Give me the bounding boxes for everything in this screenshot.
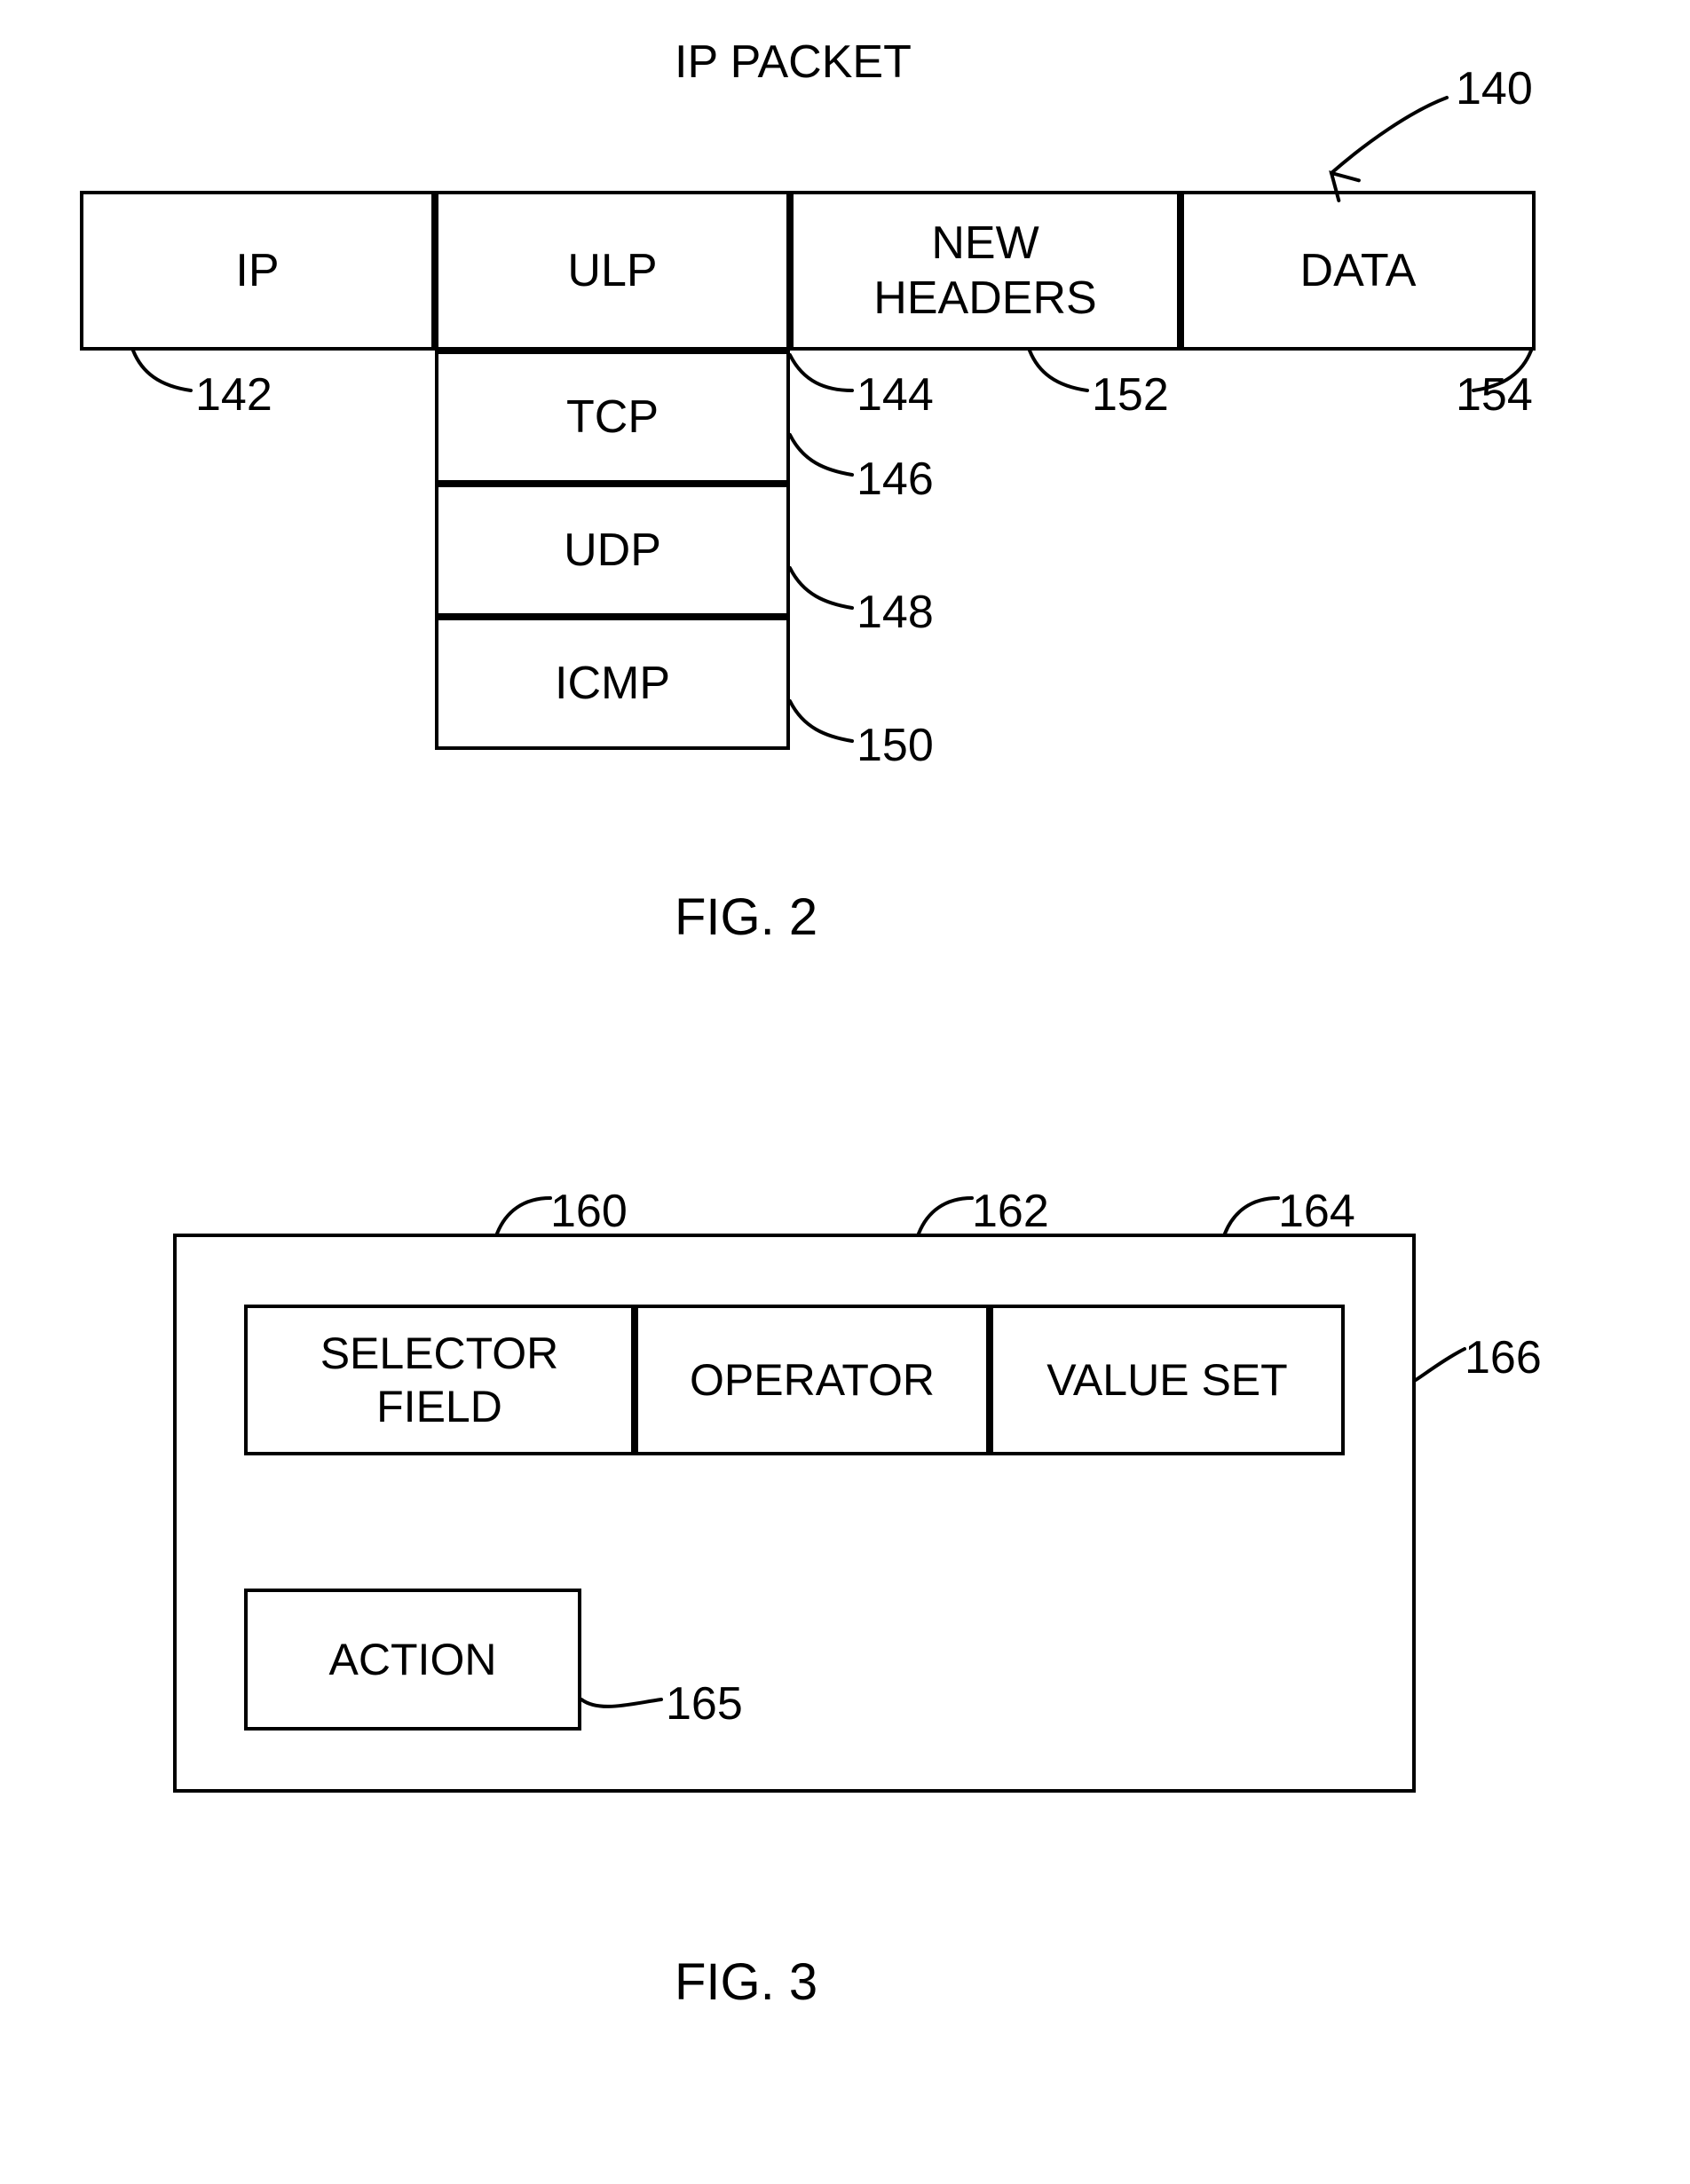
- fig2-callout-label-144: 144: [857, 368, 934, 422]
- fig2-callout-lead-140: [1331, 98, 1447, 173]
- fig2-caption: FIG. 2: [675, 887, 817, 947]
- fig3-callout-label-165: 165: [666, 1677, 743, 1731]
- fig2-callout-label-148: 148: [857, 586, 934, 639]
- fig2-callout-label-152: 152: [1092, 368, 1169, 422]
- fig2-packet-data: DATA: [1181, 191, 1536, 351]
- fig2-callout-lead-144: [790, 355, 852, 390]
- fig3-callout-label-160: 160: [550, 1185, 628, 1238]
- fig2-callout-lead-148: [790, 568, 852, 608]
- fig3-callout-label-164: 164: [1278, 1185, 1355, 1238]
- fig2-callout-label-146: 146: [857, 453, 934, 506]
- fig2-packet-newh: NEW HEADERS: [790, 191, 1181, 351]
- fig2-callout-label-142: 142: [195, 368, 272, 422]
- fig2-packet-ip: IP: [80, 191, 435, 351]
- fig3-callout-lead-162: [919, 1198, 972, 1234]
- fig2-callout-lead-152: [1030, 351, 1087, 390]
- fig2-ulp-tcp: TCP: [435, 351, 790, 484]
- fig2-callout-lead-142: [133, 351, 191, 390]
- fig3-callout-label-162: 162: [972, 1185, 1049, 1238]
- fig2-callout-lead-146: [790, 435, 852, 475]
- fig2-ulp-udp: UDP: [435, 484, 790, 617]
- fig3-rule-valueset: VALUE SET: [990, 1305, 1345, 1455]
- fig2-title: IP PACKET: [675, 35, 912, 89]
- fig2-callout-label-140: 140: [1456, 62, 1533, 115]
- fig3-rule-selector: SELECTOR FIELD: [244, 1305, 635, 1455]
- fig2-callout-label-150: 150: [857, 719, 934, 772]
- fig3-callout-lead-164: [1225, 1198, 1278, 1234]
- fig2-callout-lead-150: [790, 701, 852, 741]
- fig3-callout-lead-160: [497, 1198, 550, 1234]
- fig3-caption: FIG. 3: [675, 1952, 817, 2012]
- fig3-action-box: ACTION: [244, 1589, 581, 1731]
- fig2-ulp-icmp: ICMP: [435, 617, 790, 750]
- fig3-callout-lead-166: [1416, 1349, 1465, 1380]
- fig3-callout-label-166: 166: [1465, 1331, 1542, 1384]
- fig3-rule-operator: OPERATOR: [635, 1305, 990, 1455]
- fig2-packet-ulp: ULP: [435, 191, 790, 351]
- fig2-callout-label-154: 154: [1456, 368, 1533, 422]
